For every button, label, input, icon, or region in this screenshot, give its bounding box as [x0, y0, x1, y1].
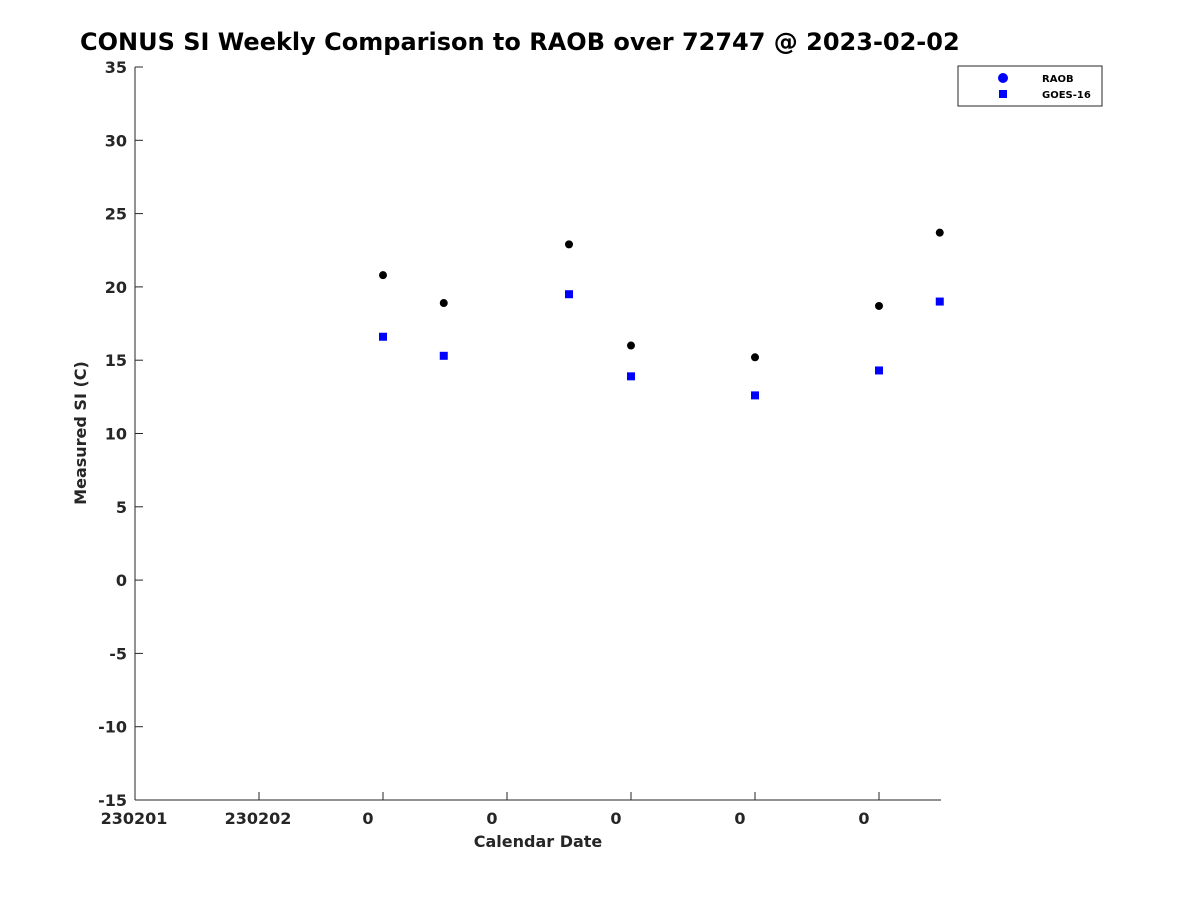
goes-16-point — [935, 297, 944, 306]
y-tick-label: 5 — [116, 498, 127, 517]
x-axis-ticks: 230201 230202 0 0 0 0 0 — [101, 792, 880, 828]
raob-point — [875, 301, 883, 310]
legend-raob-marker — [998, 73, 1008, 83]
y-tick-label: 35 — [105, 58, 127, 77]
y-tick-label: 15 — [105, 351, 127, 370]
x-tick-label: 0 — [734, 809, 745, 828]
y-tick-label: 0 — [116, 571, 127, 590]
y-tick-label: 20 — [105, 278, 127, 297]
y-axis-label: Measured SI (C) — [71, 361, 90, 505]
legend: RAOB GOES-16 — [957, 65, 1103, 107]
y-tick-label: -5 — [109, 644, 127, 663]
data-points — [379, 228, 944, 400]
legend-raob-label: RAOB — [1042, 74, 1074, 85]
goes-16-point — [565, 290, 573, 299]
x-tick-label: 0 — [610, 809, 621, 828]
axes — [134, 67, 941, 801]
x-axis-label: Calendar Date — [474, 832, 603, 851]
legend-box — [957, 65, 1103, 107]
x-tick-label: 230202 — [225, 809, 292, 828]
chart-title: CONUS SI Weekly Comparison to RAOB over … — [80, 28, 960, 56]
y-tick-label: 25 — [105, 205, 127, 224]
y-tick-label: -15 — [98, 791, 127, 810]
y-tick-label: -10 — [98, 718, 127, 737]
goes-16-point — [751, 391, 759, 400]
x-tick-label: 0 — [362, 809, 373, 828]
x-tick-label: 0 — [486, 809, 497, 828]
raob-point — [627, 341, 635, 350]
goes-16-point — [439, 351, 448, 360]
raob-point — [379, 271, 387, 280]
y-tick-label: 10 — [105, 425, 127, 444]
raob-point — [439, 299, 448, 308]
goes-16-point — [379, 332, 387, 341]
x-tick-label: 0 — [858, 809, 869, 828]
raob-point — [565, 240, 573, 249]
legend-goes-16-label: GOES-16 — [1042, 90, 1091, 101]
goes-16-point — [627, 372, 635, 381]
raob-point — [751, 353, 759, 362]
legend-goes-16-marker — [999, 90, 1007, 98]
goes-16-point — [875, 366, 883, 375]
y-tick-label: 30 — [105, 131, 127, 150]
raob-point — [935, 228, 944, 237]
x-tick-label: 230201 — [101, 809, 168, 828]
y-axis-ticks: 35 30 25 20 15 10 5 0 -5 -10 -15 — [98, 58, 143, 810]
